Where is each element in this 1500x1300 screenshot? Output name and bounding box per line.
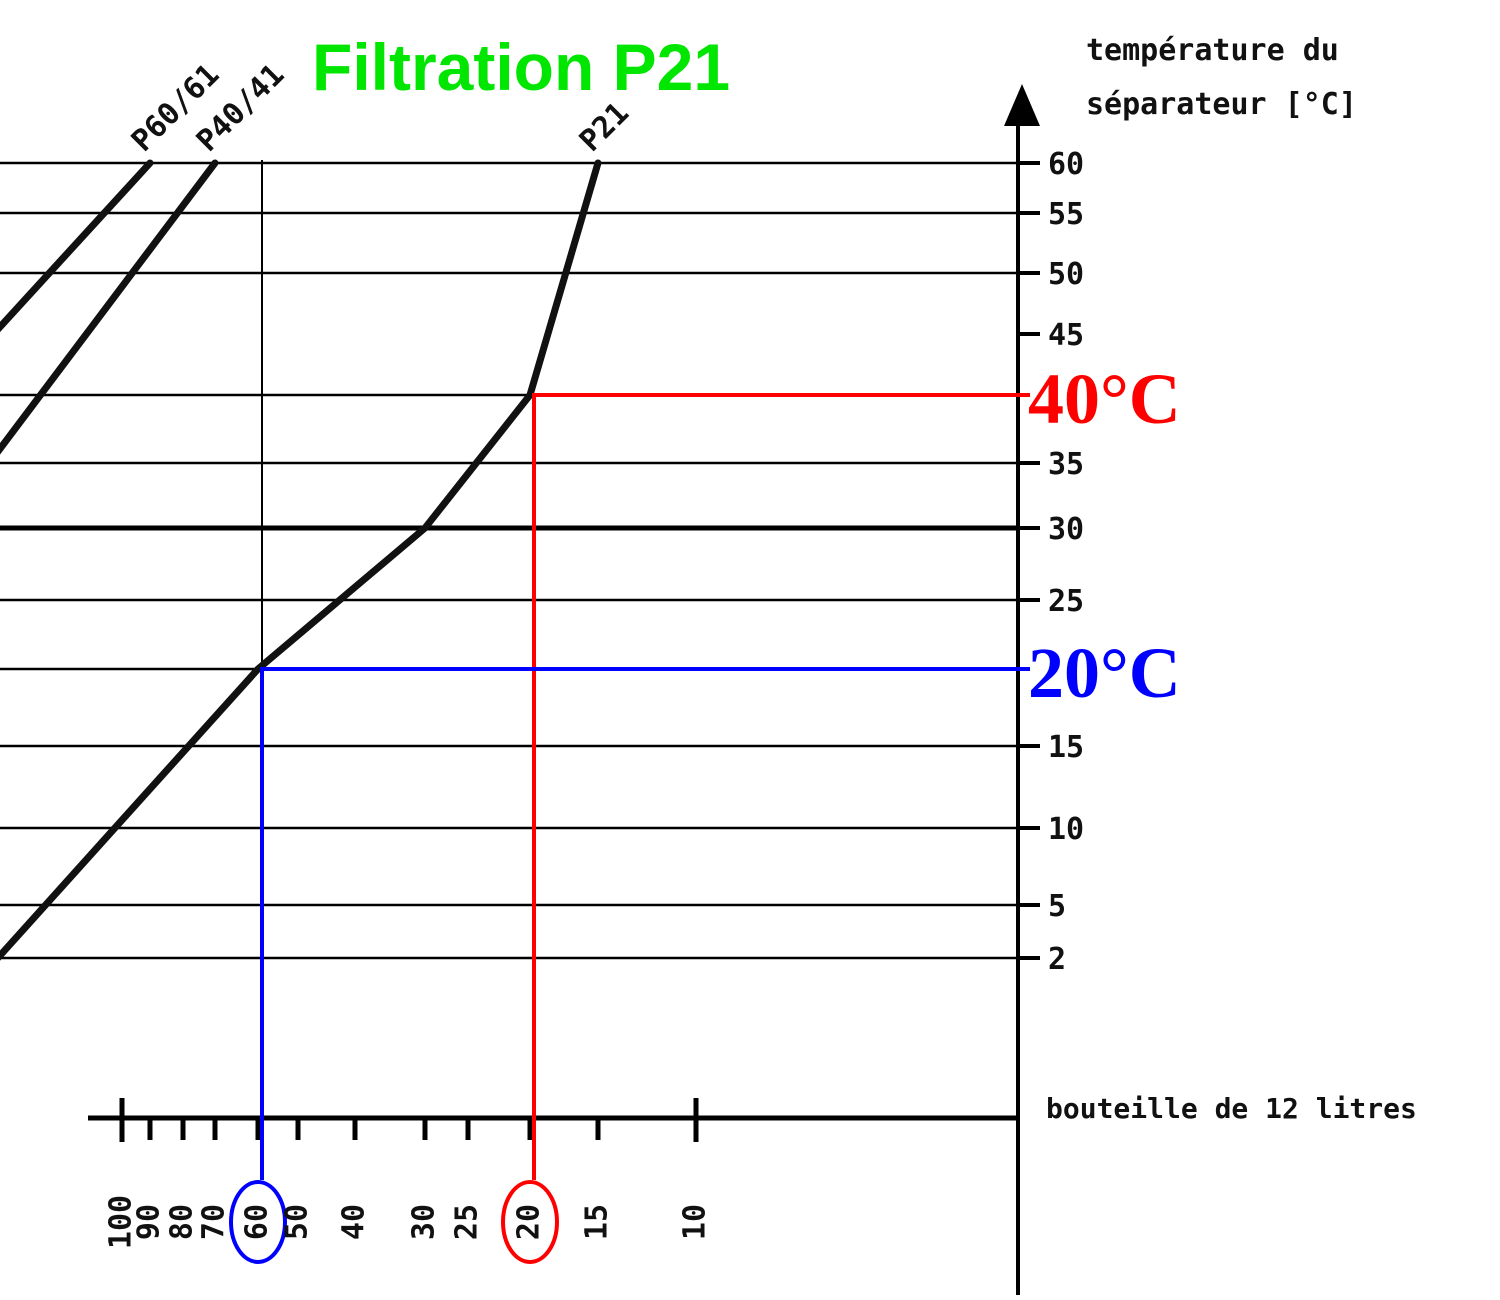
- y-tick-label-45: 45: [1048, 318, 1084, 353]
- curve-label-p21: P21: [573, 96, 636, 159]
- y-tick-label-55: 55: [1048, 197, 1084, 232]
- x-tick-label-90: 90: [132, 1204, 167, 1240]
- x-tick-label-100: 100: [104, 1195, 139, 1249]
- axes: [88, 84, 1040, 1295]
- gridlines: [0, 160, 1018, 1080]
- y-tick-label-50: 50: [1048, 257, 1084, 292]
- y-tick-label-60: 60: [1048, 147, 1084, 182]
- x-tick-label-20: 20: [512, 1204, 547, 1240]
- curves: [0, 159, 602, 961]
- curve-p60-61: [0, 159, 154, 333]
- x-tick-label-80: 80: [165, 1204, 200, 1240]
- guide-circle-40: [501, 1180, 559, 1264]
- y-tick-label-10: 10: [1048, 812, 1084, 847]
- chart-title: Filtration P21: [312, 30, 730, 104]
- guide-line-20: [260, 667, 1030, 1180]
- x-axis-title: bouteille de 12 litres: [1046, 1092, 1417, 1125]
- x-tick-label-15: 15: [580, 1204, 615, 1240]
- y-axis-arrow: [1004, 84, 1040, 126]
- x-tick-label-10: 10: [678, 1204, 713, 1240]
- curve-p40-41: [0, 159, 219, 455]
- y-tick-label-2: 2: [1048, 942, 1066, 977]
- curve-p21: [0, 159, 602, 961]
- x-tick-label-25: 25: [450, 1204, 485, 1240]
- y-tick-label-30: 30: [1048, 512, 1084, 547]
- x-tick-label-60: 60: [240, 1204, 275, 1240]
- annotation-40: 40°C: [1028, 359, 1181, 439]
- x-tick-label-70: 70: [197, 1204, 232, 1240]
- y-tick-label-15: 15: [1048, 730, 1084, 765]
- x-tick-label-30: 30: [407, 1204, 442, 1240]
- annotation-20: 20°C: [1028, 633, 1181, 713]
- y-axis-title-line2: séparateur [°C]: [1086, 87, 1357, 122]
- y-tick-label-5: 5: [1048, 889, 1066, 924]
- x-tick-label-50: 50: [280, 1204, 315, 1240]
- guide-lines: [229, 393, 1030, 1264]
- y-axis-title-line1: température du: [1086, 33, 1339, 68]
- y-tick-label-25: 25: [1048, 584, 1084, 619]
- x-tick-label-40: 40: [337, 1204, 372, 1240]
- guide-line-40: [532, 393, 1030, 1180]
- y-tick-label-35: 35: [1048, 447, 1084, 482]
- guide-circle-20: [229, 1180, 287, 1264]
